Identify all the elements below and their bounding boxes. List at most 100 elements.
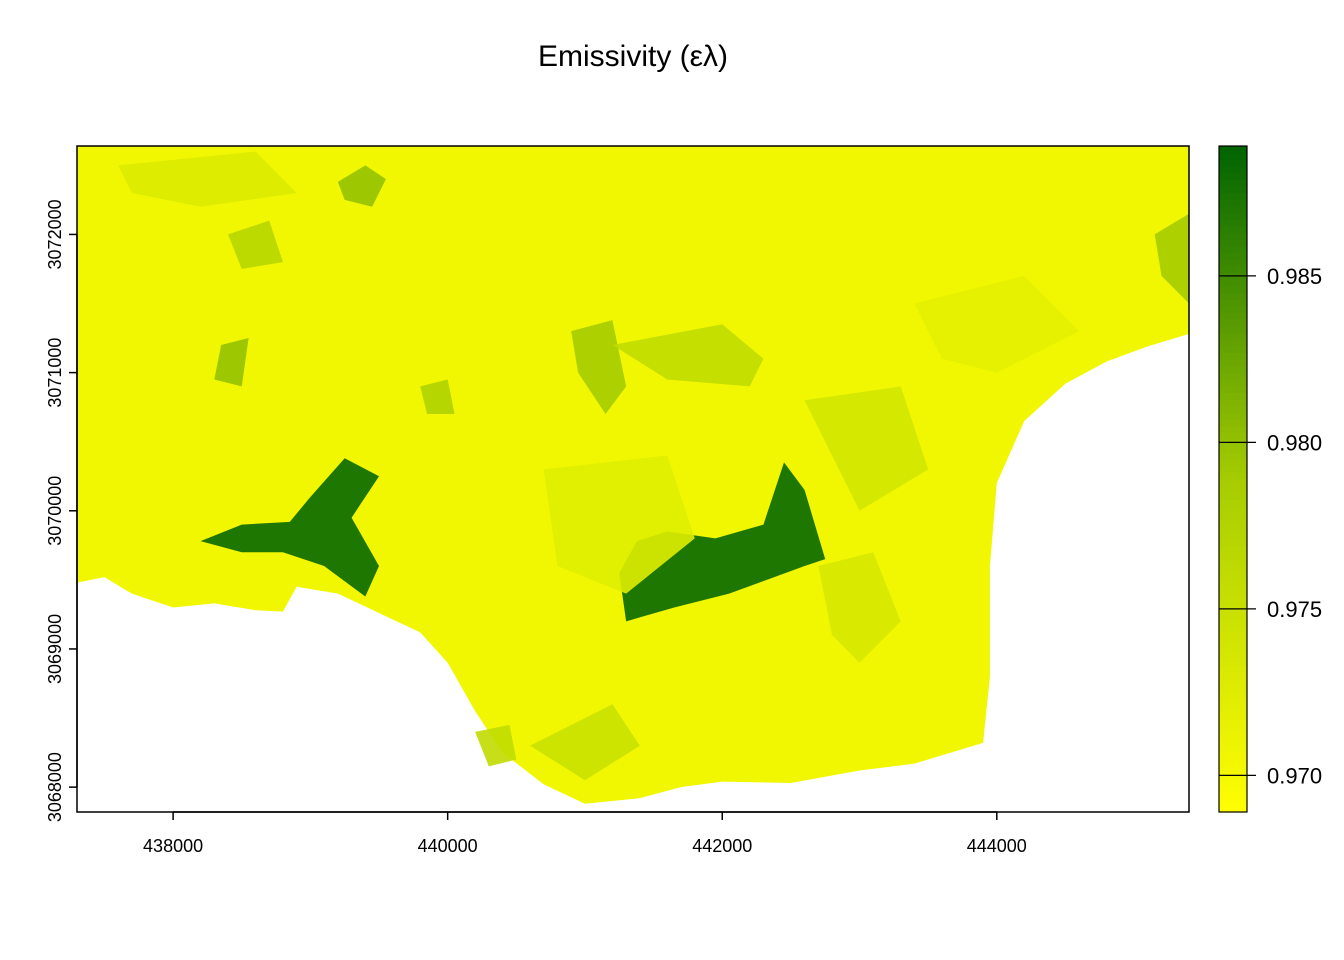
legend-color-step	[1219, 385, 1247, 394]
legend-color-step	[1219, 692, 1247, 700]
legend-color-step	[1219, 185, 1247, 194]
legend-color-step	[1219, 146, 1247, 154]
legend-color-step	[1219, 678, 1247, 687]
x-axis: 438000 440000 442000 444000	[143, 811, 1027, 856]
legend-color-step	[1219, 239, 1247, 247]
legend-color-step	[1219, 325, 1247, 334]
legend-frame	[1218, 145, 1248, 813]
vegetation-patch	[118, 151, 297, 207]
vegetation-patch	[914, 275, 1080, 373]
legend-color-step	[1219, 658, 1247, 667]
legend-color-step	[1219, 565, 1247, 573]
legend-color-step	[1219, 425, 1247, 433]
vegetation-patch	[619, 462, 826, 622]
vegetation-patch	[420, 379, 455, 415]
legend-color-step	[1219, 159, 1247, 167]
legend-color-step	[1219, 572, 1247, 580]
legend-color-step	[1219, 412, 1247, 420]
legend-color-step	[1219, 432, 1247, 440]
legend-color-step	[1219, 618, 1247, 627]
legend-color-step	[1219, 479, 1247, 487]
y-tick-label: 3071000	[45, 338, 65, 408]
y-tick-label: 3072000	[45, 199, 65, 269]
legend-color-step	[1219, 698, 1247, 707]
legend-color-step	[1219, 525, 1247, 533]
legend-color-step	[1219, 259, 1247, 267]
y-tick-label: 3070000	[45, 476, 65, 546]
legend-color-step	[1219, 472, 1247, 480]
legend-color-step	[1219, 512, 1247, 520]
legend-color-step	[1219, 745, 1247, 753]
legend-color-step	[1219, 498, 1247, 507]
vegetation-patch	[475, 724, 517, 767]
legend-color-step	[1219, 445, 1247, 453]
vegetation-patch	[804, 386, 929, 511]
x-tick-label: 440000	[418, 836, 478, 856]
legend-color-step	[1219, 792, 1247, 800]
legend-color-step	[1219, 279, 1247, 287]
vegetation-patch	[200, 458, 380, 597]
y-axis: 3068000 3069000 3070000 3071000 3072000	[45, 199, 78, 822]
legend-color-step	[1219, 705, 1247, 713]
legend-color-step	[1219, 405, 1247, 413]
legend-color-step	[1219, 452, 1247, 460]
legend-color-step	[1219, 758, 1247, 766]
legend-color-step	[1219, 332, 1247, 340]
legend-color-step	[1219, 372, 1247, 380]
legend-color-step	[1219, 305, 1247, 314]
legend-color-step	[1219, 232, 1247, 240]
legend-color-step	[1219, 665, 1247, 673]
legend-color-step	[1219, 798, 1247, 806]
legend-color-step	[1219, 625, 1247, 633]
legend-color-step	[1219, 672, 1247, 680]
legend-color-step	[1219, 172, 1247, 180]
legend-color-step	[1219, 345, 1247, 354]
legend-color-step	[1219, 179, 1247, 187]
legend-color-step	[1219, 299, 1247, 307]
legend-tick-label: 0.985	[1267, 264, 1322, 289]
legend-color-step	[1219, 638, 1247, 647]
legend-color-step	[1219, 265, 1247, 274]
legend-color-step	[1219, 532, 1247, 540]
legend-color-step	[1219, 205, 1247, 214]
legend-color-step	[1219, 459, 1247, 467]
legend-color-step	[1219, 212, 1247, 220]
legend-color-step	[1219, 738, 1247, 746]
y-tick-label: 3069000	[45, 614, 65, 684]
legend-color-step	[1219, 352, 1247, 360]
legend-color-step	[1219, 199, 1247, 207]
x-tick-label: 444000	[967, 836, 1027, 856]
legend-color-step	[1219, 725, 1247, 733]
legend-color-step	[1219, 545, 1247, 553]
legend-color-step	[1219, 538, 1247, 547]
legend-color-step	[1219, 165, 1247, 174]
legend-color-step	[1219, 152, 1247, 160]
legend-color-step	[1219, 339, 1247, 347]
legend-color-step	[1219, 365, 1247, 374]
legend-color-step	[1219, 225, 1247, 234]
legend-color-step	[1219, 592, 1247, 600]
raster-layer	[77, 146, 1189, 804]
vegetation-patch	[1154, 213, 1189, 304]
legend-color-step	[1219, 312, 1247, 320]
legend-color-step	[1219, 245, 1247, 254]
legend-tick-label: 0.980	[1267, 430, 1322, 455]
vegetation-patch	[530, 704, 640, 781]
color-legend: 0.970 0.975 0.980 0.985	[1218, 145, 1322, 813]
vegetation-patch	[818, 552, 901, 663]
legend-tick-label: 0.975	[1267, 597, 1322, 622]
legend-color-step	[1219, 718, 1247, 727]
vegetation-patch	[228, 220, 283, 269]
legend-color-step	[1219, 558, 1247, 567]
legend-color-step	[1219, 192, 1247, 200]
legend-color-step	[1219, 632, 1247, 640]
legend-color-step	[1219, 578, 1247, 587]
legend-color-step	[1219, 612, 1247, 620]
x-tick-label: 442000	[692, 836, 752, 856]
legend-color-step	[1219, 379, 1247, 387]
legend-color-step	[1219, 319, 1247, 327]
legend-color-step	[1219, 552, 1247, 560]
legend-color-step	[1219, 485, 1247, 493]
vegetation-patch	[337, 165, 386, 207]
